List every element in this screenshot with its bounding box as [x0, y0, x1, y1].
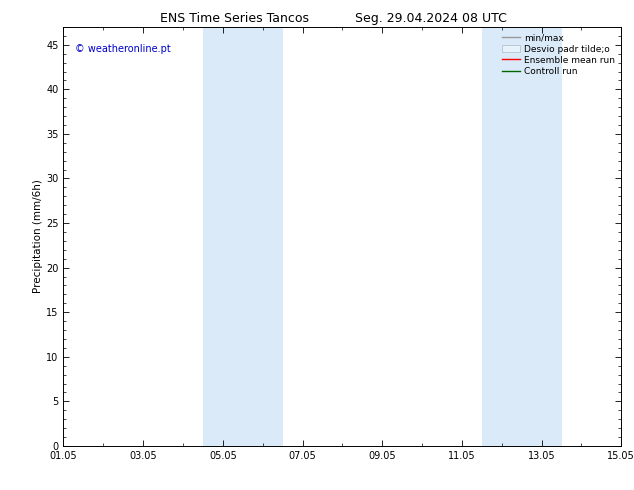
Text: © weatheronline.pt: © weatheronline.pt	[75, 44, 171, 54]
Legend: min/max, Desvio padr tilde;o, Ensemble mean run, Controll run: min/max, Desvio padr tilde;o, Ensemble m…	[500, 31, 617, 78]
Y-axis label: Precipitation (mm/6h): Precipitation (mm/6h)	[33, 179, 43, 294]
Bar	[482, 27, 562, 446]
Text: Seg. 29.04.2024 08 UTC: Seg. 29.04.2024 08 UTC	[355, 12, 507, 25]
Text: ENS Time Series Tancos: ENS Time Series Tancos	[160, 12, 309, 25]
Bar	[203, 27, 283, 446]
